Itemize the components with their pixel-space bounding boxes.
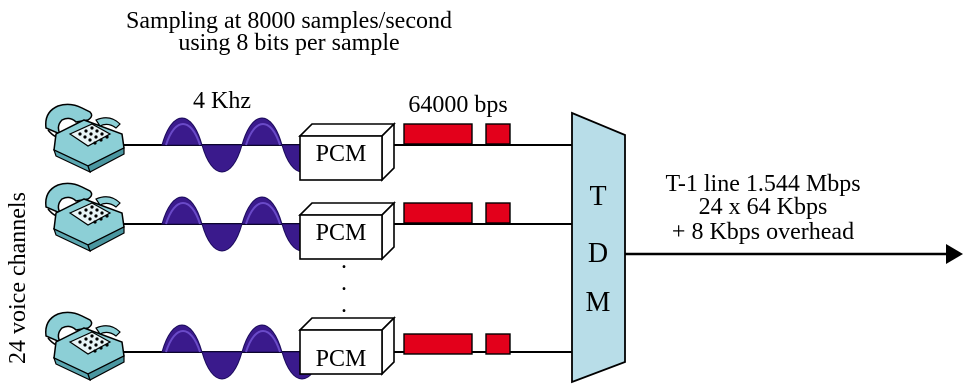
sine-wave-icon	[161, 196, 323, 252]
channel-2: PCM	[45, 182, 572, 260]
output-line-2: 24 x 64 Kbps	[699, 194, 828, 220]
header-line-2: using 8 bits per sample	[178, 30, 399, 56]
digital-pulse-icon	[403, 202, 511, 224]
channel-24: PCM	[45, 311, 572, 381]
channel-1: PCM	[45, 103, 572, 181]
telephone-icon	[45, 103, 125, 173]
analog-bandwidth-label: 4 Khz	[193, 88, 251, 114]
digital-pulse-icon	[403, 333, 511, 355]
tdm-letter-t: T	[589, 181, 606, 212]
sine-wave-icon	[161, 324, 323, 380]
svg-text:.: .	[341, 248, 347, 274]
digital-pulse-icon	[403, 123, 511, 145]
output-arrow	[625, 244, 963, 264]
sine-wave-icon	[161, 117, 323, 173]
ellipsis-dots: . . .	[341, 248, 347, 318]
svg-text:.: .	[341, 270, 347, 296]
pcm-label: PCM	[316, 346, 367, 372]
telephone-icon	[45, 311, 125, 381]
voice-channels-label: 24 voice channels	[5, 192, 31, 364]
tdm-multiplexer: T D M	[571, 111, 626, 384]
svg-text:.: .	[341, 292, 347, 318]
digital-rate-label: 64000 bps	[408, 92, 507, 118]
tdm-letter-m: M	[586, 287, 611, 318]
telephone-icon	[45, 182, 125, 252]
pcm-label: PCM	[316, 141, 367, 167]
pcm-label: PCM	[316, 220, 367, 246]
tdm-letter-d: D	[588, 238, 608, 269]
header-line-1: Sampling at 8000 samples/second	[126, 8, 452, 34]
output-line-3: + 8 Kbps overhead	[672, 219, 854, 245]
output-line-1: T-1 line 1.544 Mbps	[665, 171, 860, 197]
